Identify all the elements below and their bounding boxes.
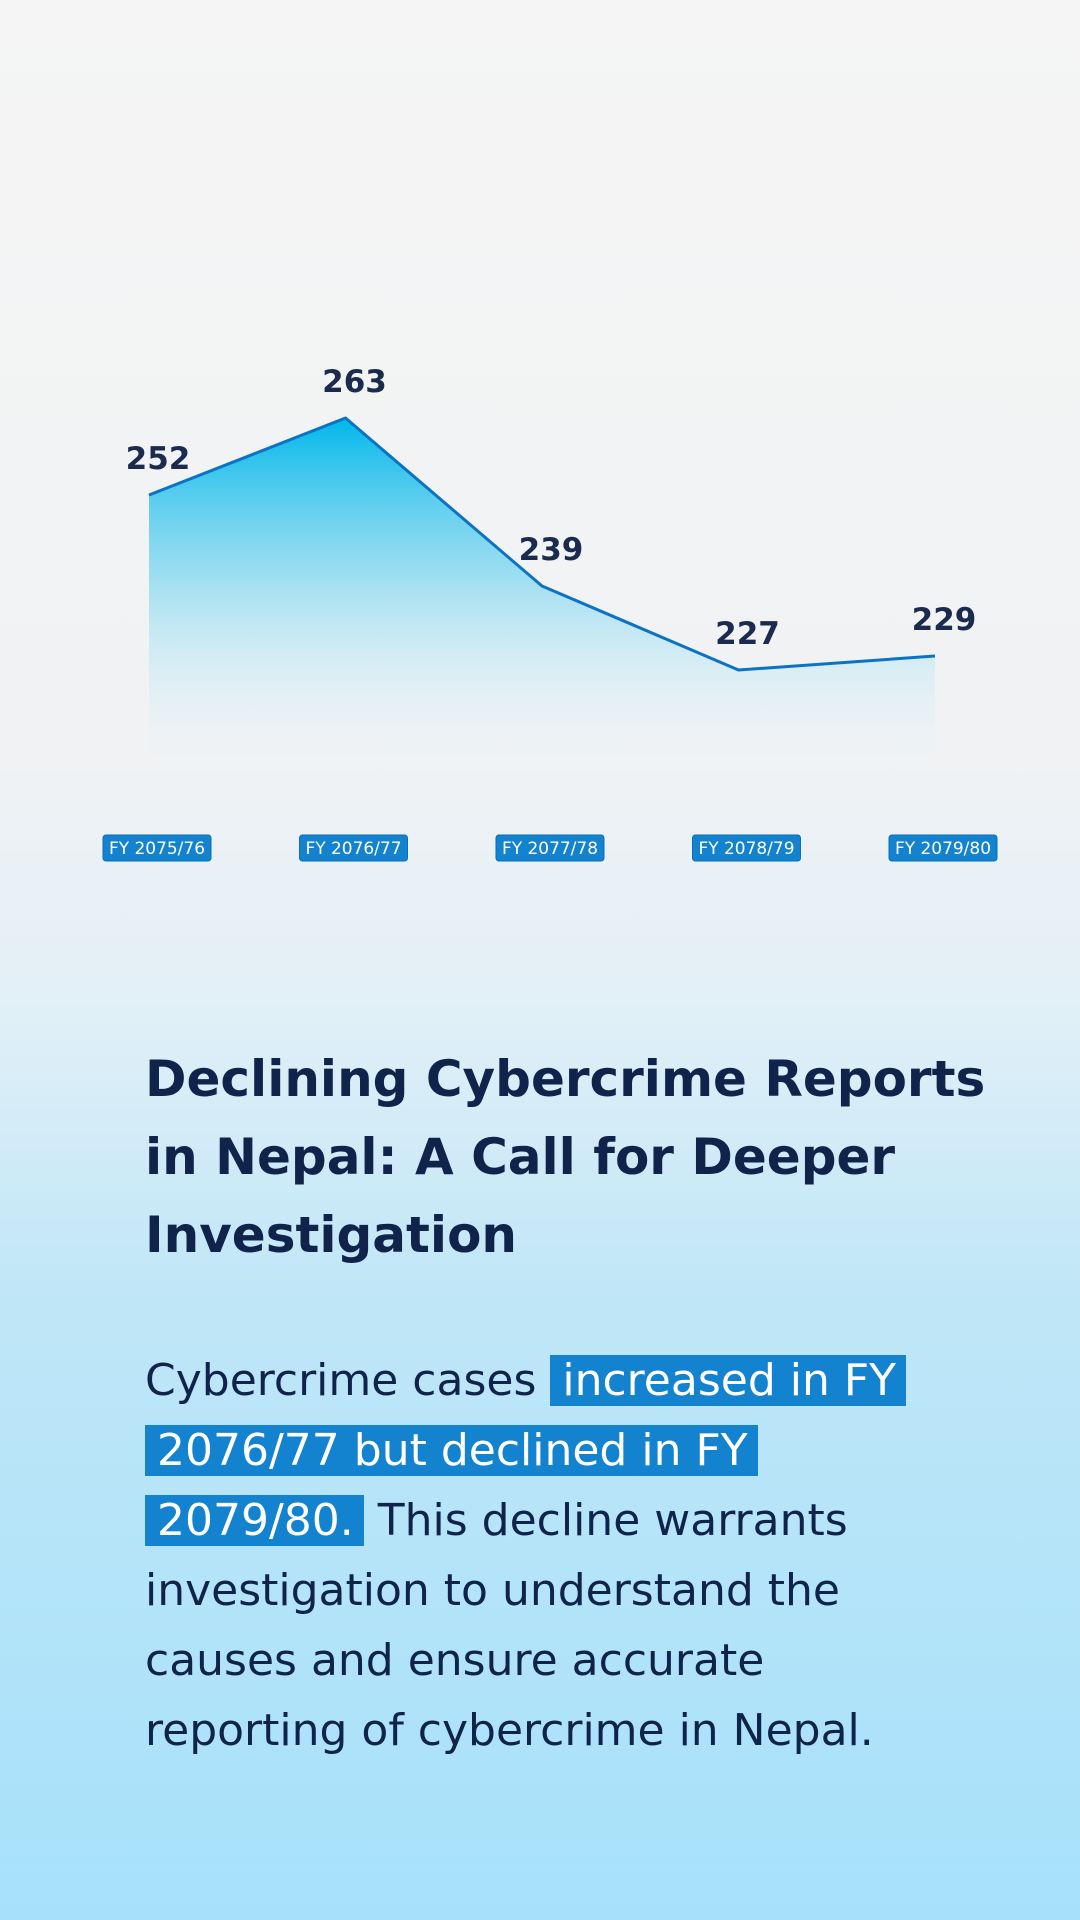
x-tick: FY 2077/78 bbox=[495, 834, 605, 862]
x-tick-badge bbox=[299, 834, 408, 862]
x-tick-label: FY 2079/80 bbox=[895, 839, 991, 859]
body-text-after: This decline warrants investigation to u… bbox=[145, 1495, 874, 1756]
area-fill bbox=[149, 418, 935, 770]
x-tick: FY 2078/79 bbox=[692, 834, 801, 862]
x-tick: FY 2079/80 bbox=[888, 834, 998, 862]
body-paragraph: Cybercrime cases increased in FY 2076/77… bbox=[145, 1346, 965, 1766]
data-label: 263 bbox=[322, 364, 387, 400]
x-tick-label: FY 2075/76 bbox=[109, 839, 205, 859]
data-label: 229 bbox=[912, 602, 977, 638]
body-text-before: Cybercrime cases bbox=[145, 1355, 551, 1406]
x-tick-badge bbox=[102, 834, 212, 862]
x-tick-label: FY 2076/77 bbox=[306, 839, 402, 859]
x-tick-badge bbox=[692, 834, 801, 862]
data-label: 227 bbox=[715, 616, 780, 652]
x-tick: FY 2075/76 bbox=[102, 834, 212, 862]
x-tick-badge bbox=[888, 834, 998, 862]
headline: Declining Cybercrime Reports in Nepal: A… bbox=[145, 1050, 986, 1264]
x-tick: FY 2076/77 bbox=[299, 834, 408, 862]
x-tick-label: FY 2078/79 bbox=[699, 839, 795, 859]
cybercrime-area-chart: 252 263 239 227 229 FY 2075/76 FY 2076/77 FY 2… bbox=[102, 364, 998, 862]
data-label: 239 bbox=[519, 532, 584, 568]
x-tick-label: FY 2077/78 bbox=[502, 839, 598, 859]
data-label: 252 bbox=[126, 441, 191, 477]
series-line bbox=[148, 416, 936, 672]
x-tick-badge bbox=[495, 834, 605, 862]
